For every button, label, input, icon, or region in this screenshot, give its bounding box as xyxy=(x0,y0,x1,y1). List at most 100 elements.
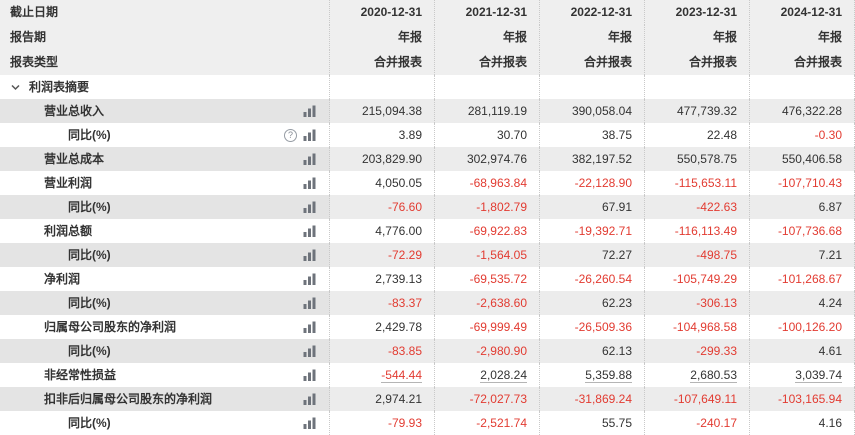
header-period: 年报 xyxy=(397,30,422,44)
value-cell: 4.24 xyxy=(750,291,855,315)
cell-value: 3.89 xyxy=(398,128,422,142)
cell-value: -100,126.20 xyxy=(777,320,842,334)
bar-chart-icon[interactable] xyxy=(303,153,316,165)
cell-value: 5,359.88 xyxy=(585,368,632,383)
row-label-cell: 非经常性损益 xyxy=(0,363,330,387)
help-icon[interactable]: ? xyxy=(284,128,297,142)
value-cell: -299.33 xyxy=(645,339,750,363)
cell-value: 6.87 xyxy=(818,200,842,214)
row-icons xyxy=(303,201,329,213)
cell-value: -105,749.29 xyxy=(672,272,737,286)
row-label-cell: 同比(%) xyxy=(0,339,330,363)
value-cell: -26,509.36 xyxy=(540,315,645,339)
empty-cell xyxy=(330,75,435,99)
bar-chart-icon[interactable] xyxy=(303,273,316,285)
row-label: 营业利润 xyxy=(44,176,93,190)
row-icons xyxy=(303,225,329,237)
value-cell: -83.37 xyxy=(330,291,435,315)
section-title: 利润表摘要 xyxy=(29,80,90,94)
row-icons xyxy=(303,417,329,429)
header-type-cell: 合并报表 xyxy=(435,50,540,75)
cell-value: -76.60 xyxy=(387,200,422,214)
cell-value: -2,980.90 xyxy=(476,344,527,358)
cell-value: -115,653.11 xyxy=(674,176,737,190)
value-cell: -0.30 xyxy=(750,123,855,147)
cell-value: -107,649.11 xyxy=(673,392,737,406)
row-label-cell: 同比(%) xyxy=(0,195,330,219)
row-icons xyxy=(303,321,329,333)
cell-value: -544.44 xyxy=(381,368,422,383)
row-label-cell: 利润总额 xyxy=(0,219,330,243)
cell-value: 3,039.74 xyxy=(795,368,842,383)
row-label: 同比(%) xyxy=(68,416,111,430)
bar-chart-icon[interactable] xyxy=(303,105,316,117)
bar-chart-icon[interactable] xyxy=(303,393,316,405)
header-date: 2021-12-31 xyxy=(465,5,527,19)
header-period-cell: 年报 xyxy=(750,25,855,50)
header-period: 年报 xyxy=(502,30,527,44)
value-cell: -83.85 xyxy=(330,339,435,363)
table-body: 营业总收入 215,094.38 281,119.19 390,058.04 4… xyxy=(0,99,855,435)
row-label-cell: 营业利润 xyxy=(0,171,330,195)
cell-value: -79.93 xyxy=(387,416,422,430)
header-period-cell: 年报 xyxy=(330,25,435,50)
bar-chart-icon[interactable] xyxy=(303,417,316,429)
chevron-down-icon[interactable] xyxy=(10,82,21,93)
header-label-text: 截止日期 xyxy=(10,5,59,19)
bar-chart-icon[interactable] xyxy=(303,345,316,357)
row-label: 归属母公司股东的净利润 xyxy=(44,320,177,334)
row-icons xyxy=(303,273,329,285)
row-label-cell: 扣非后归属母公司股东的净利润 xyxy=(0,387,330,411)
section-row-income-statement-summary[interactable]: 利润表摘要 xyxy=(0,75,855,99)
cell-value: 203,829.90 xyxy=(361,152,422,166)
row-icons xyxy=(303,345,329,357)
cell-value: 2,028.24 xyxy=(480,368,527,383)
header-label-text: 报告期 xyxy=(10,30,47,44)
value-cell: 2,429.78 xyxy=(330,315,435,339)
cell-value: 281,119.19 xyxy=(467,104,527,118)
value-cell: -101,268.67 xyxy=(750,267,855,291)
value-cell: 477,739.32 xyxy=(645,99,750,123)
bar-chart-icon[interactable] xyxy=(303,129,316,141)
cell-value: 4.16 xyxy=(818,416,842,430)
cell-value: -107,710.43 xyxy=(777,176,842,190)
header-date: 2022-12-31 xyxy=(570,5,632,19)
value-cell: -31,869.24 xyxy=(540,387,645,411)
header-date: 2023-12-31 xyxy=(675,5,737,19)
row-icons xyxy=(303,177,329,189)
table-row: 营业总成本 203,829.90 302,974.76 382,197.52 5… xyxy=(0,147,855,171)
bar-chart-icon[interactable] xyxy=(303,201,316,213)
header-date: 2024-12-31 xyxy=(780,5,842,19)
cell-value: 22.48 xyxy=(706,128,737,142)
row-label: 非经常性损益 xyxy=(44,368,117,382)
row-icons: ? xyxy=(284,128,329,142)
cell-value: -69,535.72 xyxy=(469,272,527,286)
header-date-cell: 2021-12-31 xyxy=(435,0,540,25)
table-row: 扣非后归属母公司股东的净利润 2,974.21 -72,027.73 -31,8… xyxy=(0,387,855,411)
header-label: 报告期 xyxy=(0,25,330,50)
table-row: 非经常性损益 -544.44 2,028.24 5,359.88 2,680.5… xyxy=(0,363,855,387)
bar-chart-icon[interactable] xyxy=(303,249,316,261)
value-cell: 476,322.28 xyxy=(750,99,855,123)
value-cell: -2,980.90 xyxy=(435,339,540,363)
bar-chart-icon[interactable] xyxy=(303,225,316,237)
cell-value: 2,974.21 xyxy=(375,392,422,406)
cell-value: -422.63 xyxy=(696,200,737,214)
value-cell: 550,578.75 xyxy=(645,147,750,171)
bar-chart-icon[interactable] xyxy=(303,369,316,381)
value-cell: -1,802.79 xyxy=(435,195,540,219)
value-cell: -107,710.43 xyxy=(750,171,855,195)
value-cell: 390,058.04 xyxy=(540,99,645,123)
cell-value: -116,113.49 xyxy=(674,224,737,238)
bar-chart-icon[interactable] xyxy=(303,321,316,333)
bar-chart-icon[interactable] xyxy=(303,297,316,309)
row-label-cell: 净利润 xyxy=(0,267,330,291)
bar-chart-icon[interactable] xyxy=(303,177,316,189)
table-row: 营业总收入 215,094.38 281,119.19 390,058.04 4… xyxy=(0,99,855,123)
value-cell: 30.70 xyxy=(435,123,540,147)
value-cell: 302,974.76 xyxy=(435,147,540,171)
header-date-cell: 2020-12-31 xyxy=(330,0,435,25)
cell-value: -1,564.05 xyxy=(476,248,527,262)
cell-value: -31,869.24 xyxy=(574,392,632,406)
header-period: 年报 xyxy=(607,30,632,44)
